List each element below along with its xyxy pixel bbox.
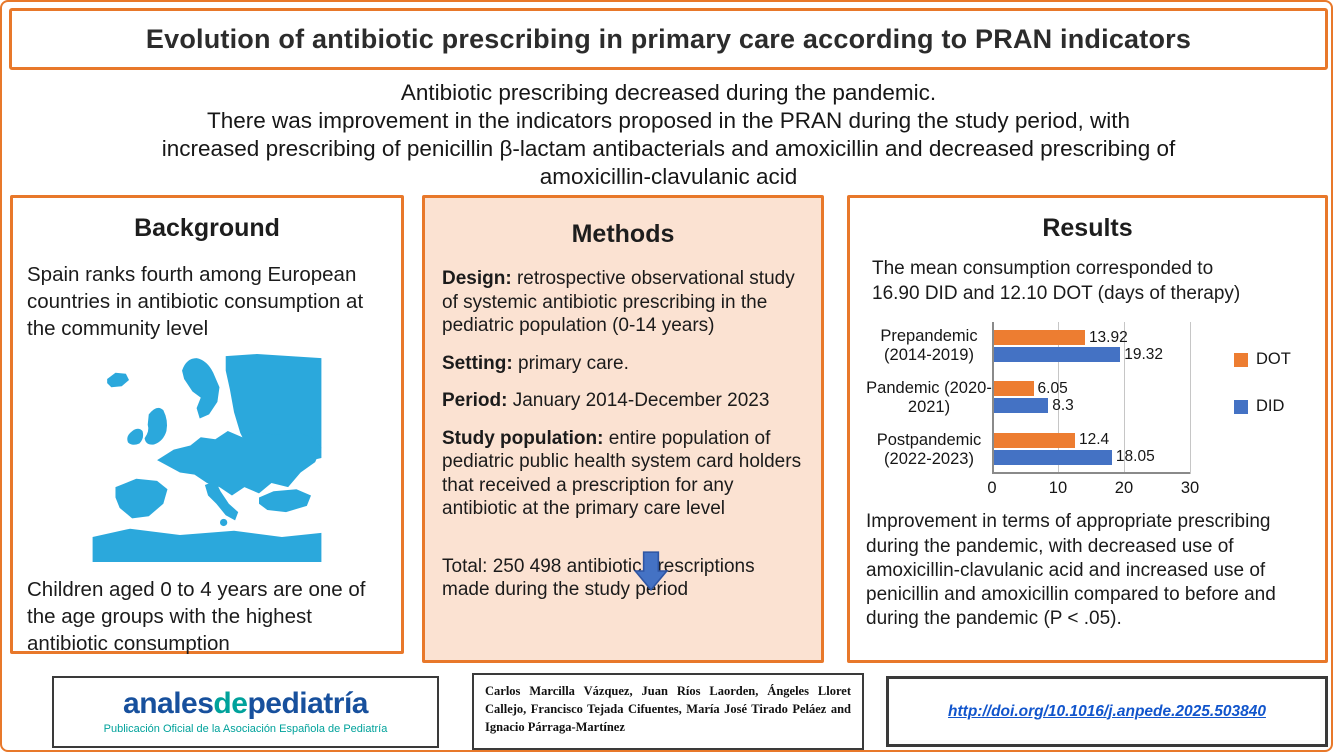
bar-row: 13.92 (994, 328, 1190, 346)
journal-logo: analesdepediatría (123, 689, 368, 719)
bar-dot (994, 381, 1034, 397)
chart-category-label: Postpandemic (2022-2023) (876, 431, 982, 469)
bar-value-label: 8.3 (1052, 396, 1074, 414)
summary-line: There was improvement in the indicators … (207, 108, 1130, 134)
bar-dot (994, 330, 1085, 346)
background-heading: Background (134, 214, 280, 242)
background-paragraph-1: Spain ranks fourth among European countr… (27, 263, 364, 341)
chart-legend: DOT DID (1234, 322, 1291, 416)
journal-logo-box: analesdepediatría Publicación Oficial de… (52, 676, 439, 748)
bar-dot (994, 432, 1075, 448)
gridline (1123, 322, 1125, 475)
doi-link[interactable]: http://doi.org/10.1016/j.anpede.2025.503… (948, 702, 1266, 720)
bar-value-label: 12.4 (1079, 431, 1110, 449)
bar-value-label: 19.32 (1124, 345, 1164, 363)
summary-line: Antibiotic prescribing decreased during … (400, 80, 937, 105)
chart-x-axis: 0 10 20 30 (987, 474, 1199, 498)
legend-label: DID (1256, 397, 1285, 416)
results-conclusion: Improvement in terms of appropriate pres… (866, 511, 1276, 629)
authors-box: Carlos Marcilla Vázquez, Juan Ríos Laord… (472, 673, 864, 750)
summary-line: increased prescribing of penicillin β-la… (161, 136, 1176, 162)
chart-plot-area: 13.92 19.32 6.05 8.3 12.4 18.05 0 10 20 30 (987, 322, 1199, 498)
x-axis-tick-label: 0 (987, 479, 997, 498)
methods-design-text: retrospective observational study of sys… (442, 268, 795, 337)
bar-group: 13.92 19.32 (994, 324, 1190, 367)
methods-setting-label: Setting: (442, 352, 513, 374)
methods-period-label: Period: (442, 390, 508, 412)
gridline (1190, 322, 1191, 475)
europe-map (90, 354, 324, 563)
bar-row: 12.4 (994, 431, 1190, 449)
logo-text-pediatria: pediatría (247, 687, 368, 720)
methods-design-label: Design: (442, 268, 512, 289)
x-axis-tick-label: 10 (1048, 479, 1068, 498)
methods-period: Period: January 2014-December 2023 (442, 389, 804, 413)
methods-heading: Methods (571, 220, 675, 248)
results-panel: Results The mean consumption corresponde… (847, 195, 1328, 663)
chart-category-label: Pandemic (2020-2021) (866, 379, 992, 417)
gridline (1057, 322, 1059, 475)
bar-group: 12.4 18.05 (994, 427, 1190, 470)
bar-did (994, 347, 1121, 363)
chart-bars: 13.92 19.32 6.05 8.3 12.4 18.05 (992, 322, 1190, 475)
methods-total: Total: 250 498 antibiotic prescriptions … (442, 555, 755, 601)
down-arrow-icon (633, 551, 669, 592)
results-bar-chart: Prepandemic (2014-2019) Pandemic (2020-20… (866, 322, 1309, 498)
methods-panel: Methods Design: retrospective observatio… (422, 195, 824, 663)
doi-box: http://doi.org/10.1016/j.anpede.2025.503… (886, 676, 1328, 747)
summary-line: amoxicillin-clavulanic acid (539, 164, 798, 190)
background-paragraph-2: Children aged 0 to 4 years are one of th… (27, 578, 366, 656)
bar-row: 18.05 (994, 448, 1190, 466)
legend-swatch (1234, 352, 1248, 367)
journal-subtitle: Publicación Oficial de la Asociación Esp… (103, 723, 388, 735)
chart-category-labels: Prepandemic (2014-2019) Pandemic (2020-20… (866, 322, 992, 472)
results-heading: Results (1042, 214, 1133, 242)
methods-population-text: entire population of pediatric public he… (442, 427, 802, 520)
summary-text: Antibiotic prescribing decreased during … (22, 79, 1315, 192)
methods-setting-text: primary care. (512, 352, 629, 374)
legend-label: DOT (1256, 350, 1291, 369)
results-intro: The mean consumption corresponded to 16.… (872, 257, 1309, 306)
bar-did (994, 398, 1049, 414)
legend-item-did: DID (1234, 397, 1291, 416)
methods-setting: Setting: primary care. (442, 352, 804, 376)
legend-swatch (1234, 399, 1248, 414)
methods-population: Study population: entire population of p… (442, 427, 804, 521)
logo-text-anales: anales (123, 687, 214, 720)
bar-value-label: 18.05 (1115, 448, 1155, 466)
bar-did (994, 449, 1112, 465)
bar-value-label: 6.05 (1037, 379, 1068, 397)
title-box: Evolution of antibiotic prescribing in p… (9, 8, 1328, 70)
bar-value-label: 13.92 (1088, 328, 1128, 346)
bar-row: 19.32 (994, 345, 1190, 363)
chart-category-label: Prepandemic (2014-2019) (880, 327, 978, 365)
background-panel: Background Spain ranks fourth among Euro… (10, 195, 404, 656)
results-intro-line: 16.90 DID and 12.10 DOT (days of therapy… (872, 282, 1241, 304)
results-intro-line: The mean consumption corresponded to (872, 258, 1214, 279)
methods-population-label: Study population: (442, 427, 604, 449)
methods-design: Design: retrospective observational stud… (442, 267, 804, 338)
x-axis-tick-label: 20 (1114, 479, 1134, 498)
bar-row: 8.3 (994, 396, 1190, 414)
page-title: Evolution of antibiotic prescribing in p… (145, 23, 1192, 54)
methods-period-text: January 2014-December 2023 (507, 390, 770, 412)
chart-gridlines (992, 322, 1191, 475)
bar-row: 6.05 (994, 379, 1190, 397)
x-axis-tick-label: 30 (1180, 479, 1200, 498)
logo-text-de: de (213, 687, 248, 720)
bar-group: 6.05 8.3 (994, 376, 1190, 419)
legend-item-dot: DOT (1234, 350, 1291, 369)
